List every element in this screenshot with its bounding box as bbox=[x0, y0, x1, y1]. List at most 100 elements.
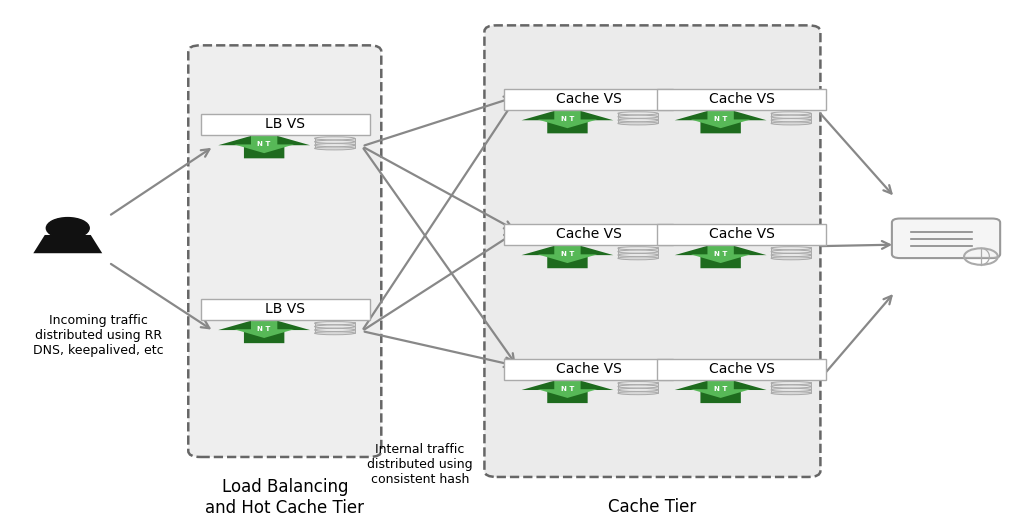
Ellipse shape bbox=[771, 247, 811, 250]
Bar bbox=[617, 251, 658, 255]
Ellipse shape bbox=[314, 325, 354, 328]
Polygon shape bbox=[675, 107, 767, 133]
FancyBboxPatch shape bbox=[657, 359, 826, 380]
Bar bbox=[771, 112, 811, 117]
Bar bbox=[771, 116, 811, 120]
Ellipse shape bbox=[617, 254, 658, 257]
Text: N T: N T bbox=[561, 251, 574, 257]
Ellipse shape bbox=[771, 115, 811, 118]
Ellipse shape bbox=[771, 112, 811, 115]
Text: N T: N T bbox=[561, 385, 574, 392]
Ellipse shape bbox=[771, 257, 811, 260]
Ellipse shape bbox=[314, 332, 354, 335]
Bar bbox=[771, 119, 811, 123]
Text: Cache VS: Cache VS bbox=[709, 228, 775, 241]
Ellipse shape bbox=[771, 385, 811, 388]
Polygon shape bbox=[234, 135, 294, 153]
FancyBboxPatch shape bbox=[892, 219, 1000, 258]
Ellipse shape bbox=[617, 247, 658, 250]
Ellipse shape bbox=[617, 112, 658, 115]
Bar bbox=[617, 254, 658, 258]
Ellipse shape bbox=[771, 389, 811, 391]
Text: Cache VS: Cache VS bbox=[556, 362, 622, 376]
Bar bbox=[617, 389, 658, 393]
Text: Cache VS: Cache VS bbox=[556, 228, 622, 241]
Ellipse shape bbox=[617, 392, 658, 395]
Bar bbox=[771, 254, 811, 258]
Text: LB VS: LB VS bbox=[265, 117, 305, 131]
Polygon shape bbox=[218, 132, 310, 158]
Text: LB VS: LB VS bbox=[265, 302, 305, 316]
FancyBboxPatch shape bbox=[201, 299, 370, 320]
Text: N T: N T bbox=[257, 141, 270, 147]
Text: Cache Tier: Cache Tier bbox=[608, 498, 696, 516]
FancyBboxPatch shape bbox=[504, 224, 673, 245]
Polygon shape bbox=[675, 377, 767, 403]
Ellipse shape bbox=[771, 392, 811, 395]
Ellipse shape bbox=[617, 115, 658, 118]
Ellipse shape bbox=[617, 385, 658, 388]
Polygon shape bbox=[234, 321, 294, 338]
Ellipse shape bbox=[771, 382, 811, 385]
Ellipse shape bbox=[771, 254, 811, 257]
Ellipse shape bbox=[314, 322, 354, 325]
Bar bbox=[617, 112, 658, 117]
Ellipse shape bbox=[771, 122, 811, 125]
Polygon shape bbox=[691, 111, 751, 128]
Bar bbox=[617, 382, 658, 386]
FancyBboxPatch shape bbox=[504, 359, 673, 380]
Bar bbox=[771, 251, 811, 255]
Ellipse shape bbox=[617, 122, 658, 125]
Ellipse shape bbox=[314, 143, 354, 146]
Polygon shape bbox=[521, 242, 613, 268]
Ellipse shape bbox=[314, 328, 354, 332]
FancyBboxPatch shape bbox=[504, 89, 673, 110]
Bar bbox=[314, 141, 354, 145]
Polygon shape bbox=[218, 317, 310, 343]
Text: Load Balancing
and Hot Cache Tier: Load Balancing and Hot Cache Tier bbox=[205, 479, 365, 517]
Bar bbox=[617, 119, 658, 123]
Polygon shape bbox=[34, 235, 102, 253]
Text: N T: N T bbox=[257, 326, 270, 332]
Bar bbox=[617, 386, 658, 390]
Polygon shape bbox=[691, 380, 751, 398]
Polygon shape bbox=[538, 111, 597, 128]
FancyBboxPatch shape bbox=[201, 114, 370, 135]
Ellipse shape bbox=[314, 147, 354, 150]
Ellipse shape bbox=[617, 257, 658, 260]
Polygon shape bbox=[675, 242, 767, 268]
Ellipse shape bbox=[771, 250, 811, 253]
Ellipse shape bbox=[617, 119, 658, 122]
FancyBboxPatch shape bbox=[657, 224, 826, 245]
Ellipse shape bbox=[314, 137, 354, 140]
FancyBboxPatch shape bbox=[657, 89, 826, 110]
Polygon shape bbox=[521, 107, 613, 133]
Polygon shape bbox=[538, 380, 597, 398]
Bar bbox=[771, 389, 811, 393]
Polygon shape bbox=[521, 377, 613, 403]
Polygon shape bbox=[691, 246, 751, 263]
Text: Internal traffic
distributed using
consistent hash: Internal traffic distributed using consi… bbox=[368, 444, 473, 486]
Bar bbox=[771, 382, 811, 386]
Bar bbox=[617, 247, 658, 252]
Text: Cache VS: Cache VS bbox=[709, 93, 775, 106]
Bar bbox=[771, 386, 811, 390]
Bar bbox=[617, 116, 658, 120]
Text: Cache VS: Cache VS bbox=[556, 93, 622, 106]
Bar bbox=[771, 247, 811, 252]
Ellipse shape bbox=[771, 119, 811, 122]
Bar bbox=[314, 326, 354, 330]
Text: N T: N T bbox=[714, 116, 727, 122]
Bar bbox=[314, 329, 354, 333]
FancyBboxPatch shape bbox=[188, 46, 381, 457]
FancyBboxPatch shape bbox=[484, 26, 820, 477]
Ellipse shape bbox=[314, 140, 354, 143]
Polygon shape bbox=[538, 246, 597, 263]
Ellipse shape bbox=[617, 382, 658, 385]
Text: Cache VS: Cache VS bbox=[709, 362, 775, 376]
Text: N T: N T bbox=[714, 251, 727, 257]
Bar bbox=[314, 138, 354, 142]
Text: N T: N T bbox=[561, 116, 574, 122]
Ellipse shape bbox=[617, 250, 658, 253]
Bar bbox=[314, 144, 354, 149]
